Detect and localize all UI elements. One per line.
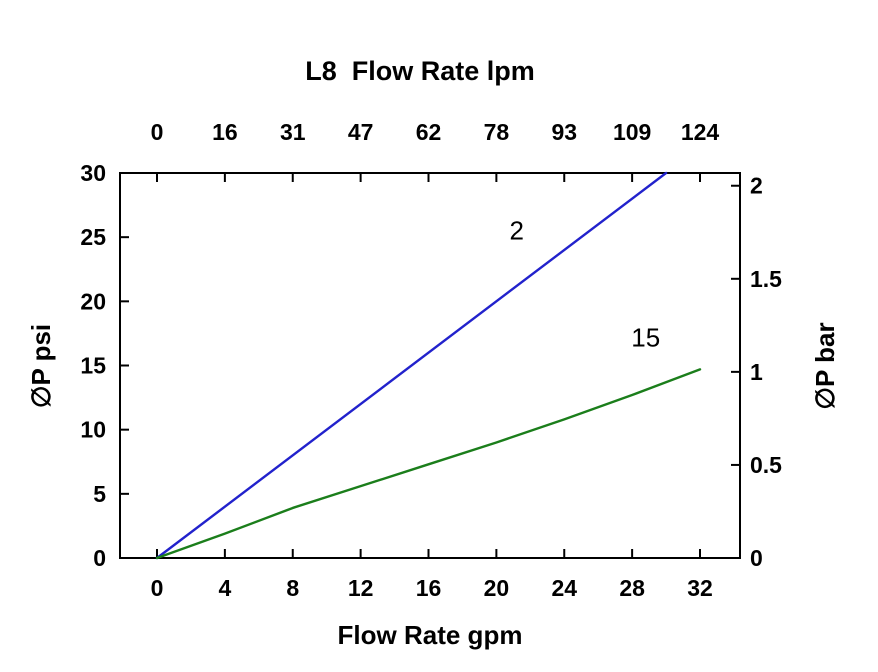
- y-left-tick-label: 0: [93, 545, 106, 571]
- x-top-tick-label: 31: [280, 119, 306, 145]
- x-top-tick-label: 93: [551, 119, 577, 145]
- series-label-15: 15: [631, 322, 660, 352]
- x-top-tick-label: 78: [484, 119, 510, 145]
- plot-border: [119, 172, 741, 559]
- y-right-tick-label: 2: [750, 173, 763, 199]
- x-bottom-tick-label: 4: [218, 575, 231, 601]
- x-top-tick-label: 62: [416, 119, 442, 145]
- y-left-tick-label: 25: [80, 224, 106, 250]
- x-bottom-tick-label: 8: [286, 575, 299, 601]
- y-right-tick-label: 0.5: [750, 452, 782, 478]
- x-bottom-tick-label: 20: [484, 575, 510, 601]
- y-right-tick-label: 0: [750, 545, 763, 571]
- x-axis-label-bottom: Flow Rate gpm: [337, 620, 523, 650]
- x-bottom-tick-label: 24: [551, 575, 577, 601]
- y-left-tick-label: 5: [93, 481, 106, 507]
- x-bottom-tick-label: 32: [687, 575, 713, 601]
- y-left-tick-label: 30: [80, 160, 106, 186]
- series-label-2: 2: [510, 216, 524, 246]
- x-top-tick-label: 124: [681, 119, 720, 145]
- y-left-tick-label: 15: [80, 353, 106, 379]
- x-top-tick-label: 109: [613, 119, 651, 145]
- x-top-tick-label: 47: [348, 119, 374, 145]
- series-line-15: [155, 368, 702, 560]
- y-left-tick-label: 10: [80, 417, 106, 443]
- y-right-tick-label: 1.5: [750, 266, 782, 292]
- x-top-tick-label: 0: [151, 119, 164, 145]
- y-right-tick-label: 1: [750, 359, 763, 385]
- x-bottom-tick-label: 12: [348, 575, 374, 601]
- top-axis-title: L8 Flow Rate lpm: [305, 56, 535, 86]
- x-bottom-tick-label: 28: [619, 575, 645, 601]
- x-top-tick-label: 16: [212, 119, 238, 145]
- x-bottom-tick-label: 16: [416, 575, 442, 601]
- series-line-2: [155, 171, 668, 560]
- x-bottom-tick-label: 0: [151, 575, 164, 601]
- y-left-tick-label: 20: [80, 288, 106, 314]
